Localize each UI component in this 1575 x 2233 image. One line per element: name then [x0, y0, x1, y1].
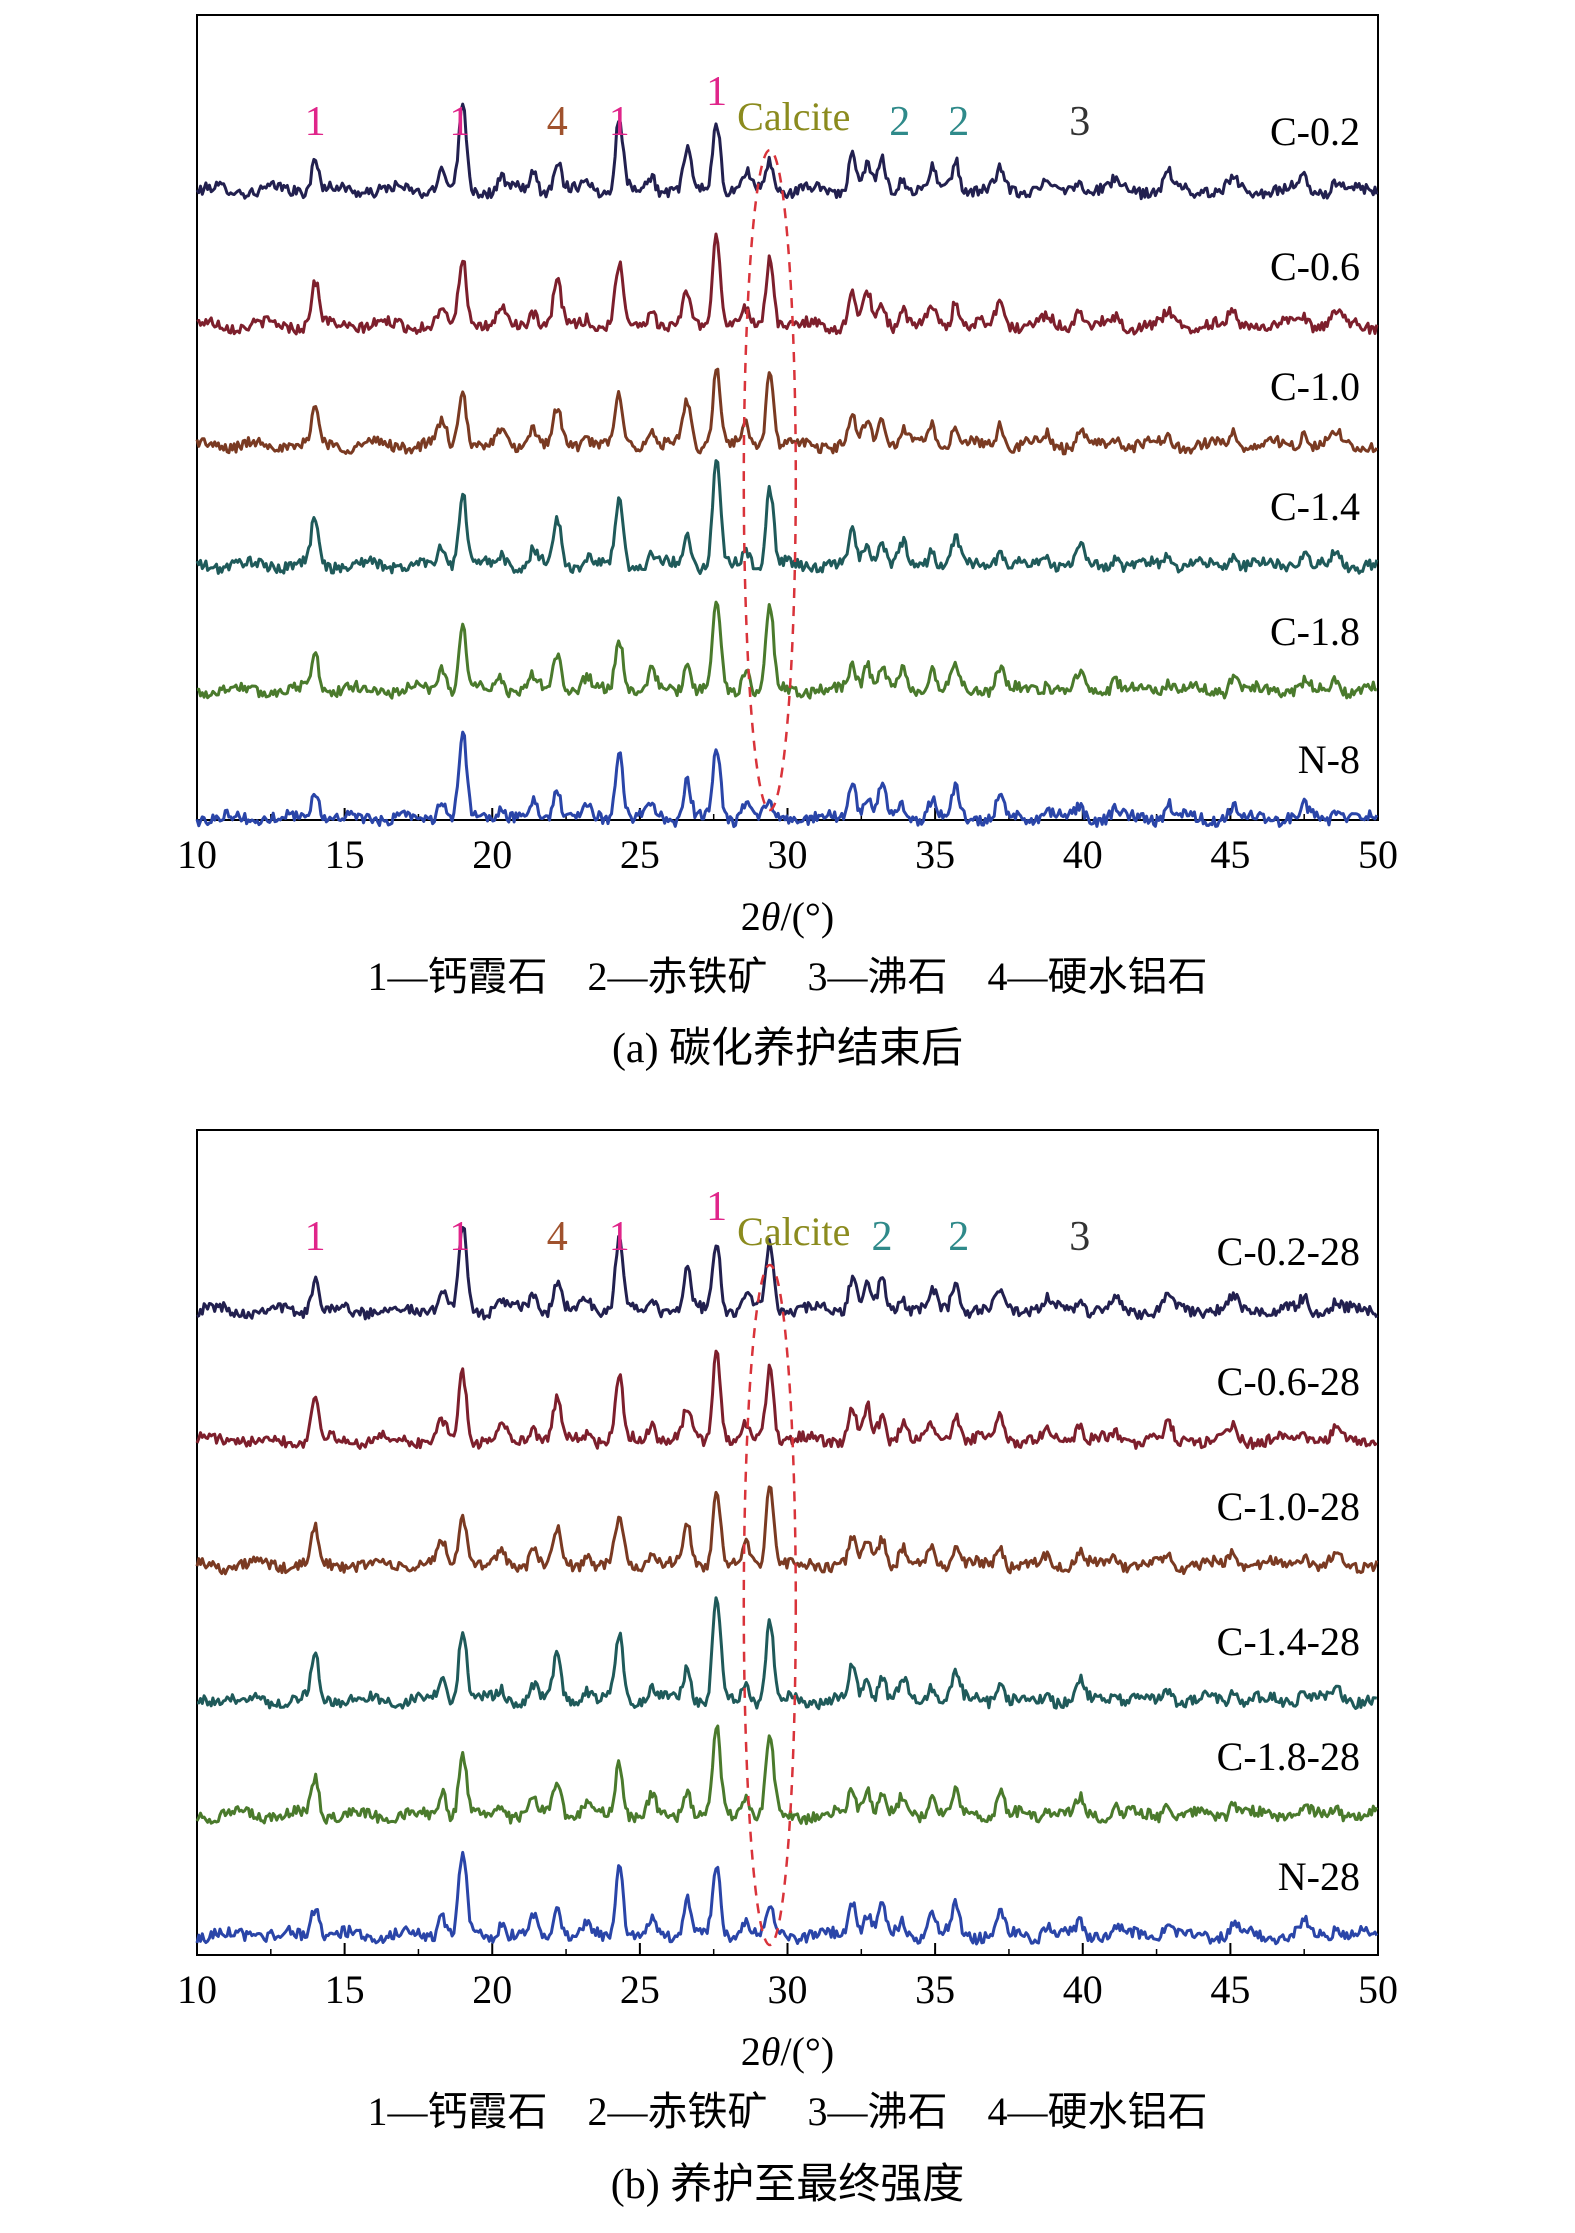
- series-label: C-1.4-28: [1217, 1619, 1360, 1664]
- peak-label: 1: [305, 99, 326, 145]
- series-label: C-0.6-28: [1217, 1359, 1360, 1404]
- xrd-trace: [195, 102, 1379, 201]
- x-tick-label: 30: [768, 1967, 808, 2012]
- xrd-trace: [195, 459, 1379, 575]
- xrd-trace: [196, 600, 1377, 700]
- peak-label: 1: [449, 99, 470, 145]
- peak-label: 1: [706, 1184, 727, 1230]
- panel-b: 10 15 20 25 30 35 40 45 50 2θ/(°) 1—钙霞石 2—赤铁矿 3—沸石…: [177, 1129, 1398, 2208]
- x-tick-label: 15: [325, 832, 365, 877]
- peak-label: 3: [1069, 1214, 1090, 1260]
- x-axis-label: 2θ/(°): [741, 894, 834, 939]
- x-tick-label: 35: [915, 1967, 955, 2012]
- xrd-trace: [196, 1226, 1379, 1321]
- peak-label: 2: [889, 99, 910, 145]
- x-tick-label: 50: [1358, 832, 1398, 877]
- calcite-ellipse: [742, 148, 798, 812]
- x-tick-label: 25: [620, 1967, 660, 2012]
- xrd-trace: [195, 1724, 1379, 1826]
- series-label: C-1.4: [1270, 484, 1360, 529]
- x-tick-label: 45: [1210, 832, 1250, 877]
- series-label: C-1.0: [1270, 364, 1360, 409]
- x-axis-label: 2θ/(°): [741, 2029, 834, 2074]
- xrd-trace: [196, 1596, 1378, 1711]
- xrd-trace: [195, 367, 1379, 456]
- peak-label: 1: [706, 69, 727, 115]
- series-label: C-0.6: [1270, 244, 1360, 289]
- peak-label: 1: [609, 1214, 630, 1260]
- series-label: C-1.8: [1270, 609, 1360, 654]
- x-tick-label: 10: [177, 832, 217, 877]
- calcite-label: Calcite: [737, 1209, 850, 1254]
- series-label: C-1.8-28: [1217, 1734, 1360, 1779]
- series-label: C-0.2-28: [1217, 1229, 1360, 1274]
- xrd-trace: [195, 1850, 1379, 1946]
- panel-a: 10 15 20 25 30 35 40 45 50 2θ/(°) 1—钙霞石 2—赤铁矿 3—沸石…: [177, 14, 1398, 1072]
- peak-label: 4: [547, 1214, 568, 1260]
- series-label: C-1.0-28: [1217, 1484, 1360, 1529]
- series-label: C-0.2: [1270, 109, 1360, 154]
- x-tick-label: 10: [177, 1967, 217, 2012]
- panel-caption: (a) 碳化养护结束后: [612, 1025, 963, 1072]
- x-tick-label: 30: [768, 832, 808, 877]
- peak-label: 1: [609, 99, 630, 145]
- x-tick-label: 50: [1358, 1967, 1398, 2012]
- phase-legend: 1—钙霞石 2—赤铁矿 3—沸石 4—硬水铝石: [368, 2089, 1208, 2134]
- x-tick-label: 45: [1210, 1967, 1250, 2012]
- peak-label: 2: [948, 99, 969, 145]
- peak-label: 2: [948, 1214, 969, 1260]
- xrd-trace: [195, 1485, 1379, 1576]
- phase-legend: 1—钙霞石 2—赤铁矿 3—沸石 4—硬水铝石: [368, 954, 1208, 999]
- peak-label: 1: [305, 1214, 326, 1260]
- x-tick-label: 15: [325, 1967, 365, 2012]
- calcite-ellipse: [742, 1263, 798, 1947]
- x-tick-label: 40: [1063, 832, 1103, 877]
- x-tick-label: 40: [1063, 1967, 1103, 2012]
- xrd-trace: [195, 730, 1379, 829]
- xrd-trace: [196, 232, 1379, 336]
- x-tick-label: 35: [915, 832, 955, 877]
- peak-label: 3: [1069, 99, 1090, 145]
- peak-label: 2: [871, 1214, 892, 1260]
- calcite-label: Calcite: [737, 94, 850, 139]
- x-tick-label: 25: [620, 832, 660, 877]
- peak-label: 1: [449, 1214, 470, 1260]
- series-label: N-8: [1298, 737, 1360, 782]
- series-label: N-28: [1278, 1854, 1360, 1899]
- panel-caption: (b) 养护至最终强度: [611, 2161, 964, 2208]
- xrd-trace: [195, 1349, 1378, 1450]
- x-tick-label: 20: [472, 1967, 512, 2012]
- peak-label: 4: [547, 99, 568, 145]
- x-tick-label: 20: [472, 832, 512, 877]
